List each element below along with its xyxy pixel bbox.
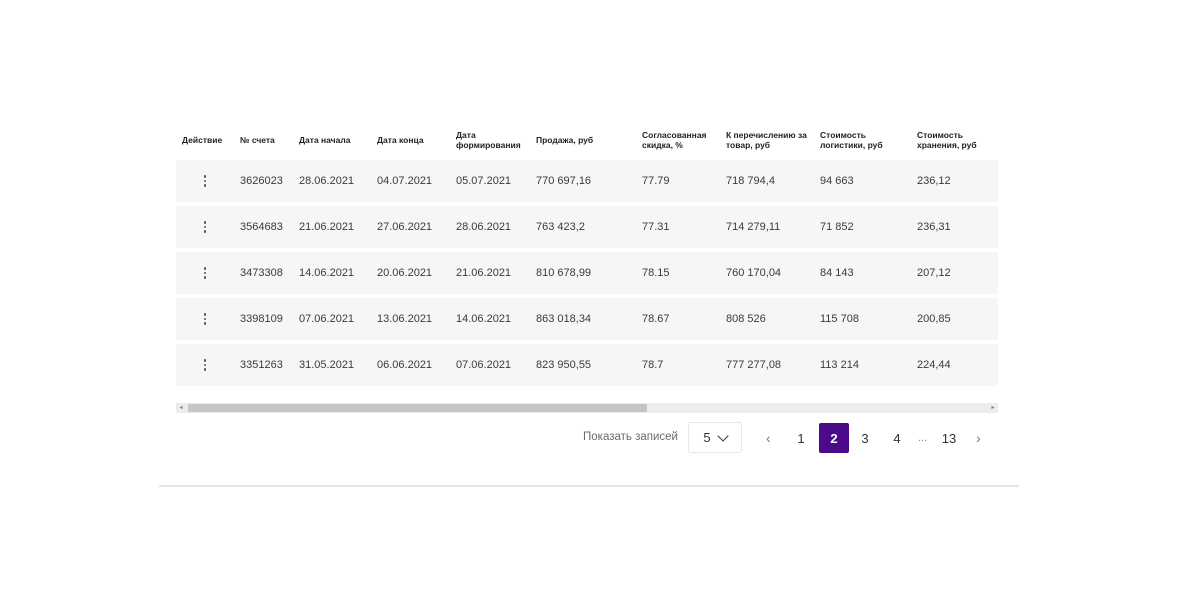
cell-end-date: 04.07.2021: [377, 175, 433, 187]
cell-payout: 760 170,04: [726, 267, 782, 279]
per-page-select[interactable]: 5: [688, 422, 742, 453]
cell-storage-cost: 207,12: [917, 267, 951, 279]
cell-formation-date: 14.06.2021: [456, 313, 512, 325]
table-row: 3626023 28.06.2021 04.07.2021 05.07.2021…: [176, 160, 998, 202]
table-header-row: Действие № счета Дата начала Дата конца …: [176, 120, 998, 160]
cell-discount: 78.67: [642, 313, 670, 325]
cell-logistics-cost: 84 143: [820, 267, 854, 279]
header-formation-date: Дата формирования: [456, 130, 521, 150]
table-row: 3473308 14.06.2021 20.06.2021 21.06.2021…: [176, 252, 998, 294]
cell-logistics-cost: 115 708: [820, 313, 859, 325]
reports-table-container: Действие № счета Дата начала Дата конца …: [176, 120, 998, 453]
cell-discount: 78.15: [642, 267, 670, 279]
header-start-date: Дата начала: [299, 135, 351, 145]
cell-account-number: 3473308: [240, 267, 283, 279]
kebab-menu-icon[interactable]: [198, 263, 213, 283]
cell-payout: 808 526: [726, 313, 766, 325]
kebab-menu-icon[interactable]: [198, 309, 213, 329]
scroll-left-arrow-icon[interactable]: ◂: [179, 405, 183, 411]
cell-sales: 763 423,2: [536, 221, 585, 233]
cell-storage-cost: 200,85: [917, 313, 951, 325]
pagination-ellipsis: ...: [918, 432, 928, 444]
table-row: 3564683 21.06.2021 27.06.2021 28.06.2021…: [176, 206, 998, 248]
horizontal-scrollbar[interactable]: ◂ ▸: [176, 403, 998, 413]
per-page-value: 5: [703, 430, 711, 445]
header-account-number: № счета: [240, 135, 275, 145]
cell-sales: 863 018,34: [536, 313, 592, 325]
cell-sales: 810 678,99: [536, 267, 592, 279]
table-row: 3398109 07.06.2021 13.06.2021 14.06.2021…: [176, 298, 998, 340]
page-button-1[interactable]: 1: [797, 430, 805, 446]
cell-logistics-cost: 71 852: [820, 221, 854, 233]
cell-account-number: 3564683: [240, 221, 283, 233]
header-action: Действие: [182, 135, 223, 145]
header-end-date: Дата конца: [377, 135, 424, 145]
next-page-arrow-icon[interactable]: ›: [976, 430, 981, 446]
cell-start-date: 28.06.2021: [299, 175, 355, 187]
pagination: Показать записей 5 ‹ 1 2 3 4 ... 13 ›: [176, 422, 998, 454]
cell-start-date: 21.06.2021: [299, 221, 355, 233]
cell-formation-date: 07.06.2021: [456, 359, 512, 371]
kebab-menu-icon[interactable]: [198, 171, 213, 191]
cell-account-number: 3626023: [240, 175, 283, 187]
cell-storage-cost: 236,12: [917, 175, 951, 187]
cell-end-date: 13.06.2021: [377, 313, 433, 325]
header-sales: Продажа, руб: [536, 135, 594, 145]
cell-logistics-cost: 113 214: [820, 359, 859, 371]
page-button-last[interactable]: 13: [941, 430, 957, 446]
cell-end-date: 27.06.2021: [377, 221, 433, 233]
cell-sales: 770 697,16: [536, 175, 592, 187]
cell-sales: 823 950,55: [536, 359, 592, 371]
cell-storage-cost: 224,44: [917, 359, 951, 371]
header-storage-cost: Стоимость хранения, руб: [917, 130, 977, 150]
cell-end-date: 06.06.2021: [377, 359, 433, 371]
header-discount: Согласованная скидка, %: [642, 130, 707, 150]
scrollbar-thumb[interactable]: [188, 404, 647, 412]
cell-end-date: 20.06.2021: [377, 267, 433, 279]
header-logistics-cost: Стоимость логистики, руб: [820, 130, 883, 150]
cell-account-number: 3351263: [240, 359, 283, 371]
header-payout: К перечислению за товар, руб: [726, 130, 807, 150]
table-body: 3626023 28.06.2021 04.07.2021 05.07.2021…: [176, 160, 998, 386]
bottom-divider: [159, 485, 1019, 487]
page-button-2-active[interactable]: 2: [819, 423, 849, 453]
scroll-right-arrow-icon[interactable]: ▸: [991, 405, 995, 411]
cell-discount: 77.31: [642, 221, 670, 233]
page-button-4[interactable]: 4: [893, 430, 901, 446]
cell-payout: 714 279,11: [726, 221, 781, 233]
cell-start-date: 14.06.2021: [299, 267, 355, 279]
cell-payout: 718 794,4: [726, 175, 775, 187]
table-row: 3351263 31.05.2021 06.06.2021 07.06.2021…: [176, 344, 998, 386]
kebab-menu-icon[interactable]: [198, 217, 213, 237]
kebab-menu-icon[interactable]: [198, 355, 213, 375]
prev-page-arrow-icon[interactable]: ‹: [766, 430, 771, 446]
cell-discount: 77.79: [642, 175, 670, 187]
cell-payout: 777 277,08: [726, 359, 782, 371]
cell-formation-date: 21.06.2021: [456, 267, 512, 279]
cell-formation-date: 28.06.2021: [456, 221, 512, 233]
show-records-label: Показать записей: [583, 431, 678, 443]
chevron-down-icon: [716, 429, 729, 442]
page-button-3[interactable]: 3: [861, 430, 869, 446]
cell-logistics-cost: 94 663: [820, 175, 854, 187]
cell-formation-date: 05.07.2021: [456, 175, 512, 187]
cell-start-date: 07.06.2021: [299, 313, 355, 325]
cell-storage-cost: 236,31: [917, 221, 951, 233]
cell-account-number: 3398109: [240, 313, 283, 325]
cell-discount: 78.7: [642, 359, 664, 371]
cell-start-date: 31.05.2021: [299, 359, 355, 371]
